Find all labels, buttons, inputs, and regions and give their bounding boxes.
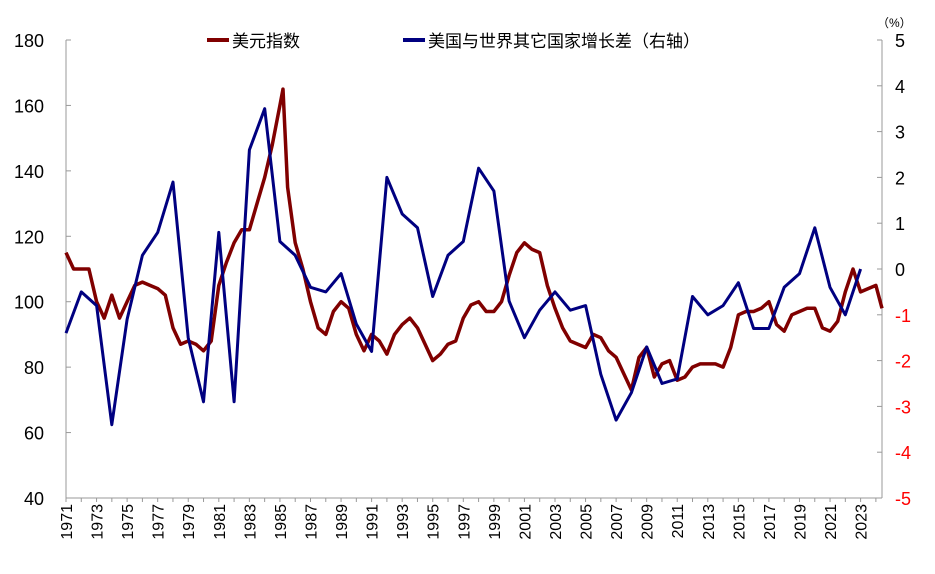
series-line-growth-gap — [64, 107, 863, 427]
axes: 40 60 80 100 120 140 160 180 -5 -4 -3 -2 -1 0 1 2 3 4 5 197… — [14, 31, 911, 540]
right-tick-label: -1 — [895, 306, 911, 326]
x-tick-label: 1975 — [120, 504, 137, 540]
left-tick-label: 40 — [24, 489, 44, 509]
right-tick-label: 1 — [895, 214, 905, 234]
series-line-dxy — [64, 87, 884, 392]
x-tick-label: 1985 — [273, 504, 290, 540]
right-tick-label: 4 — [895, 77, 905, 97]
left-tick-label: 60 — [24, 424, 44, 444]
x-tick-label: 1987 — [303, 504, 320, 540]
right-tick-label: -2 — [895, 352, 911, 372]
x-tick-label: 1999 — [487, 504, 504, 540]
left-tick-label: 120 — [14, 227, 44, 247]
left-tick-label: 100 — [14, 293, 44, 313]
x-tick-label: 2013 — [701, 504, 718, 540]
x-tick-label: 2005 — [579, 504, 596, 540]
right-tick-label: -4 — [895, 443, 911, 463]
left-tick-label: 80 — [24, 358, 44, 378]
x-tick-label: 2023 — [854, 504, 871, 540]
right-axis-unit-label: （%） — [877, 16, 912, 30]
right-tick-label: 5 — [895, 31, 905, 51]
x-tick-label: 1991 — [365, 504, 382, 540]
x-tick-label: 1995 — [426, 504, 443, 540]
legend-label-dxy: 美元指数 — [232, 32, 300, 51]
left-tick-label: 140 — [14, 162, 44, 182]
legend: 美元指数 美国与世界其它国家增长差（右轴） — [207, 32, 700, 51]
x-tick-label: 1973 — [90, 504, 107, 540]
x-tick-label: 2001 — [517, 504, 534, 540]
right-tick-label: 3 — [895, 123, 905, 143]
legend-label-growth-gap: 美国与世界其它国家增长差（右轴） — [428, 32, 700, 51]
x-tick-label: 2017 — [762, 504, 779, 540]
right-tick-label: 0 — [895, 260, 905, 280]
x-tick-label: 1979 — [181, 504, 198, 540]
left-tick-label: 160 — [14, 96, 44, 116]
right-tick-label: -5 — [895, 489, 911, 509]
x-tick-label: 1989 — [334, 504, 351, 540]
right-tick-label: -3 — [895, 397, 911, 417]
left-tick-label: 180 — [14, 31, 44, 51]
x-tick-label: 1977 — [151, 504, 168, 540]
x-tick-label: 1993 — [395, 504, 412, 540]
x-tick-label: 2009 — [640, 504, 657, 540]
x-tick-label: 1971 — [59, 504, 76, 540]
x-tick-label: 2021 — [823, 504, 840, 540]
x-tick-label: 1981 — [212, 504, 229, 540]
x-tick-label: 1997 — [456, 504, 473, 540]
x-tick-label: 2011 — [670, 504, 687, 539]
right-tick-label: 2 — [895, 168, 905, 188]
series-lines — [64, 87, 884, 427]
x-tick-label: 2007 — [609, 504, 626, 540]
x-tick-label: 2019 — [792, 504, 809, 540]
x-tick-label: 1983 — [242, 504, 259, 540]
x-tick-label: 2003 — [548, 504, 565, 540]
x-tick-label: 2015 — [731, 504, 748, 540]
